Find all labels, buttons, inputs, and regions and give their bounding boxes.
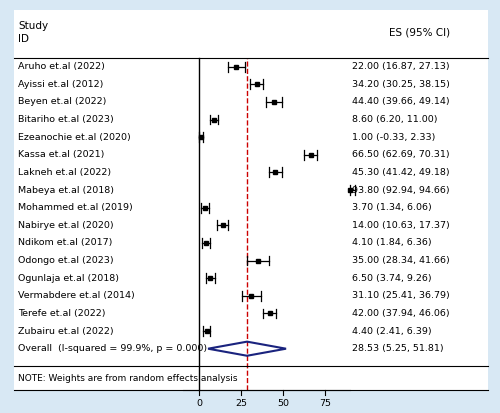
- Text: 3.70 (1.34, 6.06): 3.70 (1.34, 6.06): [352, 203, 432, 212]
- Text: Ezeanochie et.al (2020): Ezeanochie et.al (2020): [18, 133, 131, 142]
- Text: NOTE: Weights are from random effects analysis: NOTE: Weights are from random effects an…: [18, 374, 238, 383]
- Text: 31.10 (25.41, 36.79): 31.10 (25.41, 36.79): [352, 291, 450, 300]
- Text: 93.80 (92.94, 94.66): 93.80 (92.94, 94.66): [352, 185, 450, 195]
- Text: 28.53 (5.25, 51.81): 28.53 (5.25, 51.81): [352, 344, 444, 353]
- Text: Odongo et.al (2023): Odongo et.al (2023): [18, 256, 114, 265]
- Text: 75: 75: [319, 399, 331, 408]
- Text: Ndikom et.al (2017): Ndikom et.al (2017): [18, 238, 112, 247]
- Text: 50: 50: [277, 399, 289, 408]
- Text: 0: 0: [196, 399, 202, 408]
- Text: Zubairu et.al (2022): Zubairu et.al (2022): [18, 327, 114, 336]
- Text: 34.20 (30.25, 38.15): 34.20 (30.25, 38.15): [352, 80, 450, 89]
- Text: Mabeya et.al (2018): Mabeya et.al (2018): [18, 185, 114, 195]
- Text: Nabirye et.al (2020): Nabirye et.al (2020): [18, 221, 114, 230]
- Text: 8.60 (6.20, 11.00): 8.60 (6.20, 11.00): [352, 115, 438, 124]
- Text: 4.40 (2.41, 6.39): 4.40 (2.41, 6.39): [352, 327, 432, 336]
- Text: 22.00 (16.87, 27.13): 22.00 (16.87, 27.13): [352, 62, 450, 71]
- Text: 44.40 (39.66, 49.14): 44.40 (39.66, 49.14): [352, 97, 450, 107]
- Text: ID: ID: [18, 34, 29, 44]
- Text: 25: 25: [235, 399, 247, 408]
- Text: 4.10 (1.84, 6.36): 4.10 (1.84, 6.36): [352, 238, 432, 247]
- Text: Ayissi et.al (2012): Ayissi et.al (2012): [18, 80, 103, 89]
- Text: Ogunlaja et.al (2018): Ogunlaja et.al (2018): [18, 274, 119, 282]
- Text: Mohammed et.al (2019): Mohammed et.al (2019): [18, 203, 133, 212]
- Text: Bitariho et.al (2023): Bitariho et.al (2023): [18, 115, 114, 124]
- Text: Beyen et.al (2022): Beyen et.al (2022): [18, 97, 106, 107]
- Text: Study: Study: [18, 21, 48, 31]
- Text: Terefe et.al (2022): Terefe et.al (2022): [18, 309, 106, 318]
- Text: 14.00 (10.63, 17.37): 14.00 (10.63, 17.37): [352, 221, 450, 230]
- Text: 35.00 (28.34, 41.66): 35.00 (28.34, 41.66): [352, 256, 450, 265]
- Text: ES (95% CI): ES (95% CI): [390, 28, 450, 38]
- Text: 42.00 (37.94, 46.06): 42.00 (37.94, 46.06): [352, 309, 450, 318]
- Text: 6.50 (3.74, 9.26): 6.50 (3.74, 9.26): [352, 274, 432, 282]
- Text: Lakneh et.al (2022): Lakneh et.al (2022): [18, 168, 111, 177]
- Text: Overall  (I-squared = 99.9%, p = 0.000): Overall (I-squared = 99.9%, p = 0.000): [18, 344, 207, 353]
- Text: Kassa et.al (2021): Kassa et.al (2021): [18, 150, 104, 159]
- Text: 1.00 (-0.33, 2.33): 1.00 (-0.33, 2.33): [352, 133, 436, 142]
- Text: 45.30 (41.42, 49.18): 45.30 (41.42, 49.18): [352, 168, 450, 177]
- Text: 66.50 (62.69, 70.31): 66.50 (62.69, 70.31): [352, 150, 450, 159]
- Text: Aruho et.al (2022): Aruho et.al (2022): [18, 62, 105, 71]
- Text: Vermabdere et.al (2014): Vermabdere et.al (2014): [18, 291, 135, 300]
